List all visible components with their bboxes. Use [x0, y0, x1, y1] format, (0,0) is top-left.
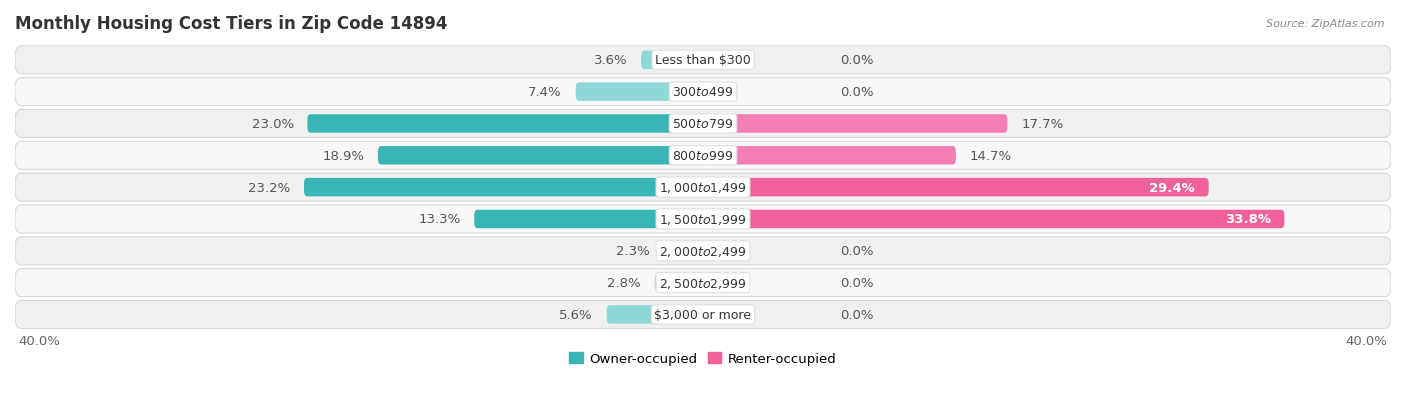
FancyBboxPatch shape	[641, 52, 703, 70]
Text: 40.0%: 40.0%	[1346, 334, 1388, 347]
FancyBboxPatch shape	[664, 242, 703, 260]
Text: $1,000 to $1,499: $1,000 to $1,499	[659, 180, 747, 195]
FancyBboxPatch shape	[15, 78, 1391, 107]
Text: 3.6%: 3.6%	[593, 54, 627, 67]
Text: Less than $300: Less than $300	[655, 54, 751, 67]
FancyBboxPatch shape	[703, 115, 1008, 133]
Text: 0.0%: 0.0%	[841, 244, 875, 258]
FancyBboxPatch shape	[15, 47, 1391, 75]
Text: Source: ZipAtlas.com: Source: ZipAtlas.com	[1267, 19, 1385, 28]
FancyBboxPatch shape	[15, 205, 1391, 233]
Text: Monthly Housing Cost Tiers in Zip Code 14894: Monthly Housing Cost Tiers in Zip Code 1…	[15, 15, 447, 33]
FancyBboxPatch shape	[474, 210, 703, 229]
Text: 2.8%: 2.8%	[607, 276, 641, 290]
FancyBboxPatch shape	[15, 237, 1391, 265]
FancyBboxPatch shape	[304, 178, 703, 197]
Text: $1,500 to $1,999: $1,500 to $1,999	[659, 212, 747, 226]
FancyBboxPatch shape	[655, 274, 703, 292]
Text: 5.6%: 5.6%	[560, 308, 593, 321]
FancyBboxPatch shape	[15, 269, 1391, 297]
FancyBboxPatch shape	[15, 301, 1391, 329]
Text: 2.3%: 2.3%	[616, 244, 650, 258]
FancyBboxPatch shape	[308, 115, 703, 133]
Text: 0.0%: 0.0%	[841, 308, 875, 321]
Text: $2,000 to $2,499: $2,000 to $2,499	[659, 244, 747, 258]
FancyBboxPatch shape	[15, 142, 1391, 170]
Text: 23.0%: 23.0%	[252, 118, 294, 131]
Text: $3,000 or more: $3,000 or more	[655, 308, 751, 321]
FancyBboxPatch shape	[575, 83, 703, 102]
FancyBboxPatch shape	[378, 147, 703, 165]
Text: $300 to $499: $300 to $499	[672, 86, 734, 99]
Text: 33.8%: 33.8%	[1225, 213, 1271, 226]
Text: 17.7%: 17.7%	[1021, 118, 1063, 131]
Text: $500 to $799: $500 to $799	[672, 118, 734, 131]
Text: 0.0%: 0.0%	[841, 86, 875, 99]
FancyBboxPatch shape	[15, 174, 1391, 202]
FancyBboxPatch shape	[703, 178, 1209, 197]
Text: $2,500 to $2,999: $2,500 to $2,999	[659, 276, 747, 290]
Text: 29.4%: 29.4%	[1149, 181, 1195, 194]
Text: 7.4%: 7.4%	[529, 86, 562, 99]
Text: 13.3%: 13.3%	[418, 213, 461, 226]
FancyBboxPatch shape	[606, 306, 703, 324]
FancyBboxPatch shape	[703, 147, 956, 165]
Text: $800 to $999: $800 to $999	[672, 150, 734, 162]
Text: 14.7%: 14.7%	[970, 150, 1012, 162]
Text: 0.0%: 0.0%	[841, 54, 875, 67]
Text: 40.0%: 40.0%	[18, 334, 60, 347]
FancyBboxPatch shape	[703, 210, 1284, 229]
Legend: Owner-occupied, Renter-occupied: Owner-occupied, Renter-occupied	[564, 347, 842, 370]
Text: 23.2%: 23.2%	[247, 181, 290, 194]
FancyBboxPatch shape	[15, 110, 1391, 138]
Text: 0.0%: 0.0%	[841, 276, 875, 290]
Text: 18.9%: 18.9%	[322, 150, 364, 162]
